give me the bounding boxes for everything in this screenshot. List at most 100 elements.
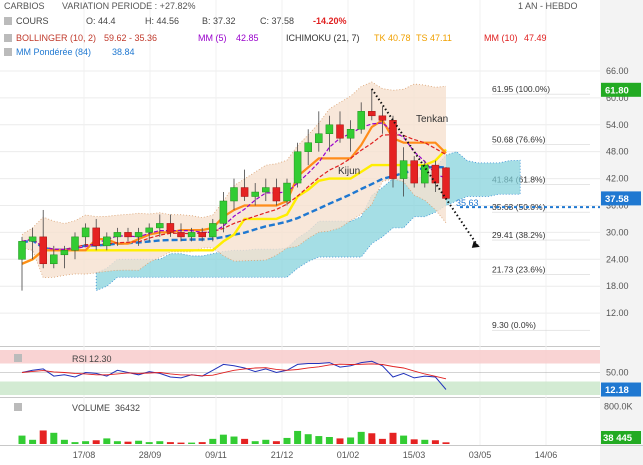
volume-bar <box>135 440 143 444</box>
volume-bar <box>145 442 153 444</box>
candle-body <box>442 167 450 199</box>
gear-icon[interactable] <box>4 17 12 25</box>
low-value: B: 37.32 <box>202 16 236 26</box>
volume-bar <box>209 438 217 444</box>
rsi-line <box>21 360 447 390</box>
candle-body <box>315 133 323 143</box>
volume-bar <box>241 438 249 444</box>
volume-bar <box>421 439 429 444</box>
candle-body <box>336 124 344 139</box>
gear-icon[interactable] <box>14 354 22 362</box>
volume-bar <box>50 432 58 444</box>
candle-body <box>230 187 238 202</box>
volume-bar <box>113 441 121 444</box>
change-value: -14.20% <box>313 16 347 26</box>
candle-body <box>421 164 429 184</box>
volume-tick-label: 800.0K <box>604 402 633 412</box>
volume-bar <box>92 440 100 444</box>
variation-label: VARIATION PERIODE : +27.82% <box>62 1 195 11</box>
x-tick-label: 28/09 <box>139 450 162 460</box>
volume-bar <box>103 438 111 444</box>
x-tick-label: 21/12 <box>271 450 294 460</box>
candle-body <box>156 223 164 229</box>
volume-badge <box>601 431 641 444</box>
volume-label: VOLUME <box>72 403 110 413</box>
candle-body <box>283 182 291 202</box>
rsi-value: 12.30 <box>89 354 112 364</box>
candle-body <box>240 187 249 197</box>
volume-bar <box>315 436 323 444</box>
fib-level-label: 61.95 (100.0%) <box>492 84 550 94</box>
volume-bar <box>198 442 206 444</box>
candle-body <box>18 241 26 260</box>
price-tick-label: 60.00 <box>606 93 629 103</box>
kijun-label: Kijun <box>338 166 360 177</box>
price-tick-label: 18.00 <box>606 281 629 291</box>
fib-level-label: 9.30 (0.0%) <box>492 320 536 330</box>
candle-body <box>60 250 69 256</box>
candle-body <box>187 232 196 238</box>
symbol-label: CARBIOS <box>4 1 45 11</box>
candle-body <box>357 111 365 130</box>
candle-body <box>198 232 206 238</box>
x-tick-label: 15/03 <box>403 450 426 460</box>
price-tick-label: 42.00 <box>606 174 629 184</box>
candle-body <box>410 160 418 184</box>
volume-bar <box>251 441 259 444</box>
volume-bar <box>442 442 450 444</box>
candle-body <box>272 187 281 202</box>
bollinger-value: 59.62 - 35.36 <box>104 33 157 43</box>
volume-bar <box>389 432 397 444</box>
volume-header: VOLUME 36432 <box>14 403 140 413</box>
gear-icon[interactable] <box>14 403 22 411</box>
gear-icon[interactable] <box>4 34 12 42</box>
fib-level-label: 35.63 (50.0%) <box>492 202 546 212</box>
mm10-value: 47.49 <box>524 33 547 43</box>
candle-body <box>81 227 90 238</box>
open-value: O: 44.4 <box>86 16 116 26</box>
x-tick-label: 17/08 <box>73 450 96 460</box>
price-tick-label: 12.00 <box>606 308 629 318</box>
candle-body <box>103 236 111 247</box>
volume-bar <box>39 430 47 444</box>
volume-bar <box>124 441 132 444</box>
candle-body <box>166 223 175 233</box>
candle-body <box>378 115 387 121</box>
volume-bar <box>294 430 302 444</box>
cours-label: COURS <box>16 16 49 26</box>
rsi-badge-label: 12.18 <box>605 385 629 396</box>
price-badge-last-label: 37.58 <box>605 194 629 205</box>
volume-bar <box>18 435 26 444</box>
price-tick-label: 54.00 <box>606 120 629 130</box>
volume-bar <box>410 439 418 444</box>
rsi-signal-line <box>21 363 447 380</box>
volume-value: 36432 <box>115 403 140 413</box>
volume-bar <box>219 434 227 444</box>
x-tick-label: 14/06 <box>535 450 558 460</box>
price-tick-label: 66.00 <box>606 66 629 76</box>
period-label[interactable]: 1 AN - HEBDO <box>518 1 578 11</box>
volume-bar <box>166 442 174 444</box>
price-axis: 66.00 60.00 54.00 48.00 42.00 36.00 30.00 24.00… <box>601 66 641 444</box>
mm5-label: MM (5) <box>198 33 227 43</box>
high-value: H: 44.56 <box>145 16 179 26</box>
rsi-badge <box>601 382 641 397</box>
gear-icon[interactable] <box>4 48 12 56</box>
volume-bar <box>368 433 376 444</box>
candle-body <box>209 223 217 238</box>
volume-bar <box>71 442 79 444</box>
close-value: C: 37.58 <box>260 16 294 26</box>
mm10-label: MM (10) <box>484 33 518 43</box>
x-tick-label: 03/05 <box>469 450 492 460</box>
volume-bar <box>156 441 164 444</box>
mm5-value: 42.85 <box>236 33 259 43</box>
fib-level-label: 21.73 (23.6%) <box>492 264 546 274</box>
fib-level-label: 50.68 (76.6%) <box>492 135 546 145</box>
candle-body <box>262 187 270 193</box>
overlays <box>370 88 600 248</box>
candles <box>18 88 450 291</box>
candle-body <box>389 120 397 179</box>
candle-body <box>304 142 312 152</box>
price-badge-top-label: 61.80 <box>605 85 629 96</box>
